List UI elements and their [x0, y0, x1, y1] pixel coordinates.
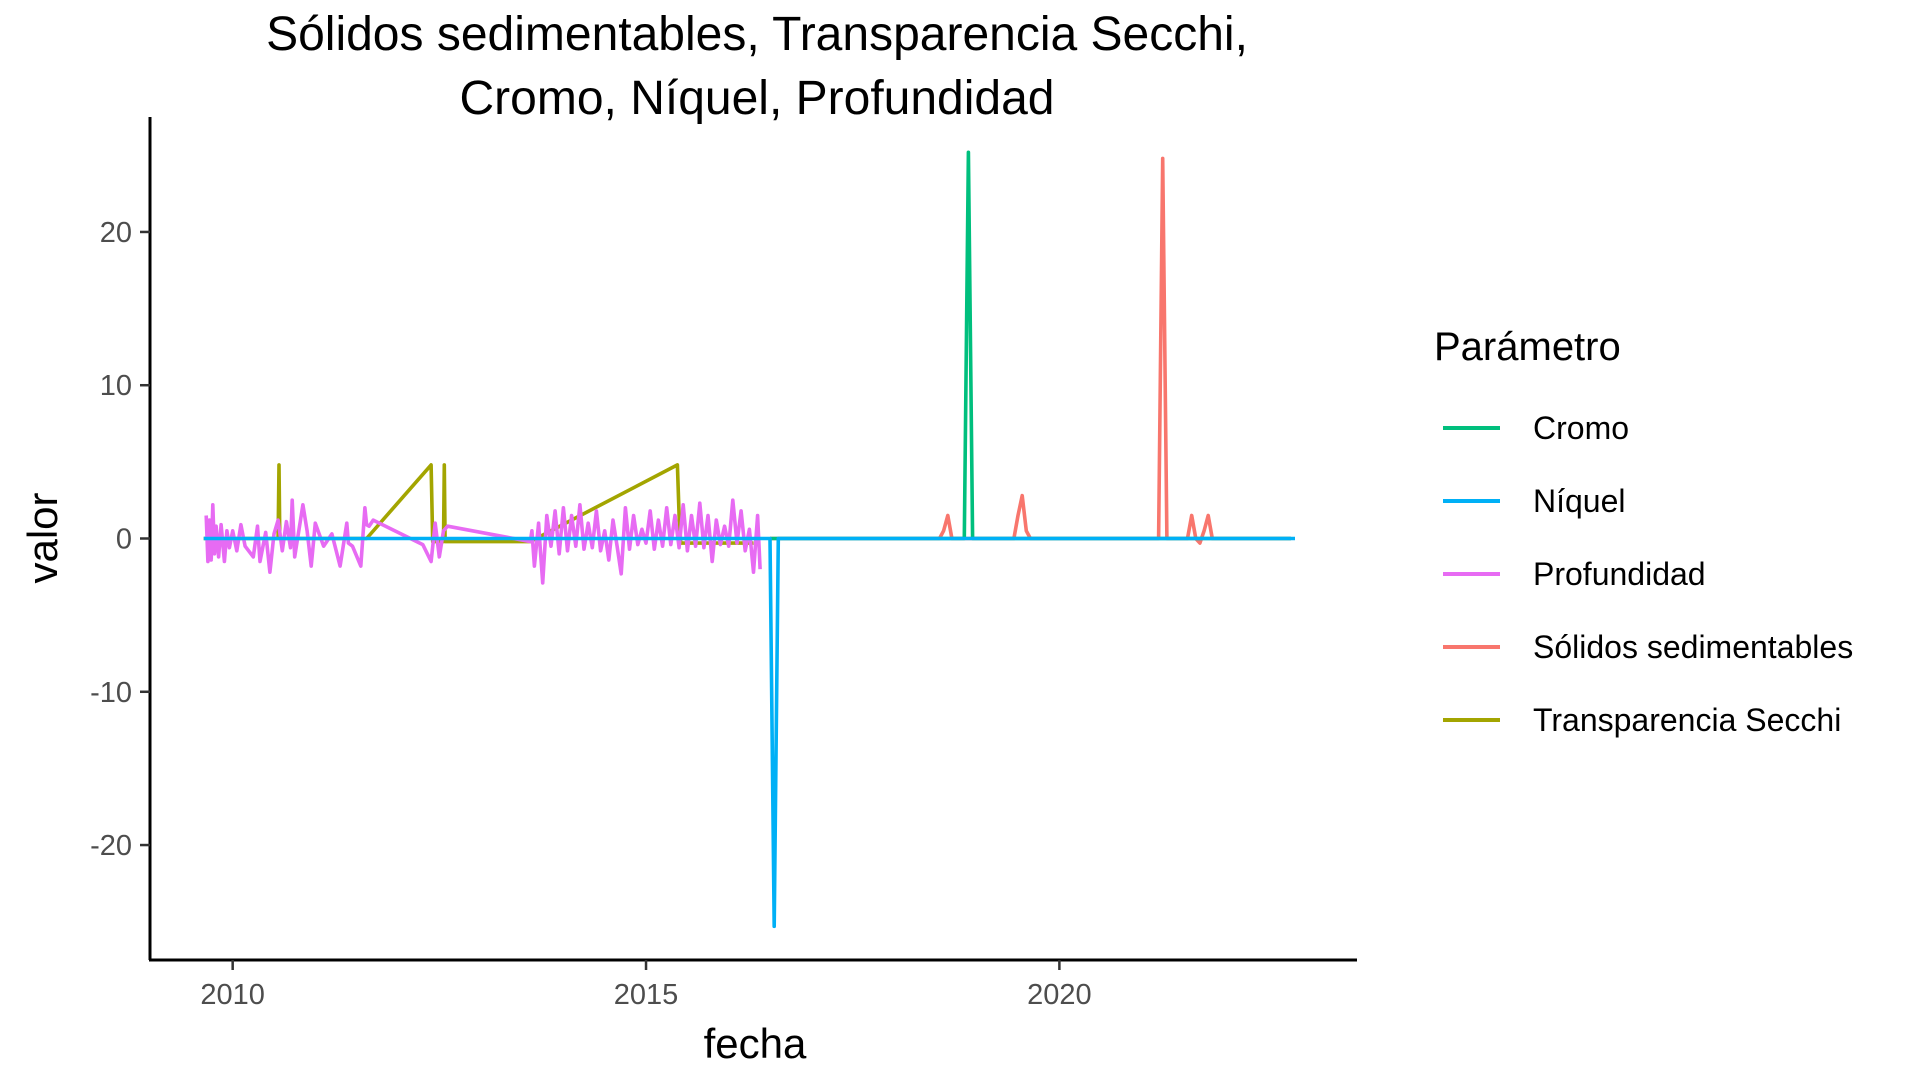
chart-title-line-2: Cromo, Níquel, Profundidad	[460, 72, 1055, 125]
y-tick-label: -10	[90, 677, 132, 709]
y-axis-title: valor	[19, 492, 66, 583]
y-tick-label: 10	[100, 370, 132, 402]
series-line-1	[204, 498, 762, 585]
y-axis-ticks: -20 -10 0 10 20	[90, 217, 150, 862]
chart-title-line-1: Sólidos sedimentables, Transparencia Sec…	[266, 8, 1248, 61]
legend-label: Transparencia Secchi	[1533, 702, 1841, 738]
series-line-2	[770, 156, 1291, 545]
legend-label: Níquel	[1533, 483, 1626, 519]
legend: Parámetro Cromo Níquel Profundidad Sólidos …	[1434, 325, 1853, 738]
x-tick-label: 2015	[614, 979, 679, 1011]
series-line-4	[203, 536, 1295, 929]
x-axis-title: fecha	[704, 1020, 807, 1067]
series-line-3	[770, 150, 1291, 541]
x-axis-ticks: 2010 2015 2020	[200, 960, 1092, 1011]
legend-title: Parámetro	[1434, 325, 1621, 369]
x-tick-label: 2020	[1027, 979, 1092, 1011]
x-tick-label: 2010	[200, 979, 265, 1011]
legend-label: Profundidad	[1533, 556, 1706, 592]
y-tick-label: 20	[100, 217, 132, 249]
y-tick-label: -20	[90, 830, 132, 862]
plot-area	[203, 150, 1295, 929]
legend-label: Sólidos sedimentables	[1533, 629, 1853, 665]
y-tick-label: 0	[116, 524, 132, 556]
legend-label: Cromo	[1533, 410, 1629, 446]
